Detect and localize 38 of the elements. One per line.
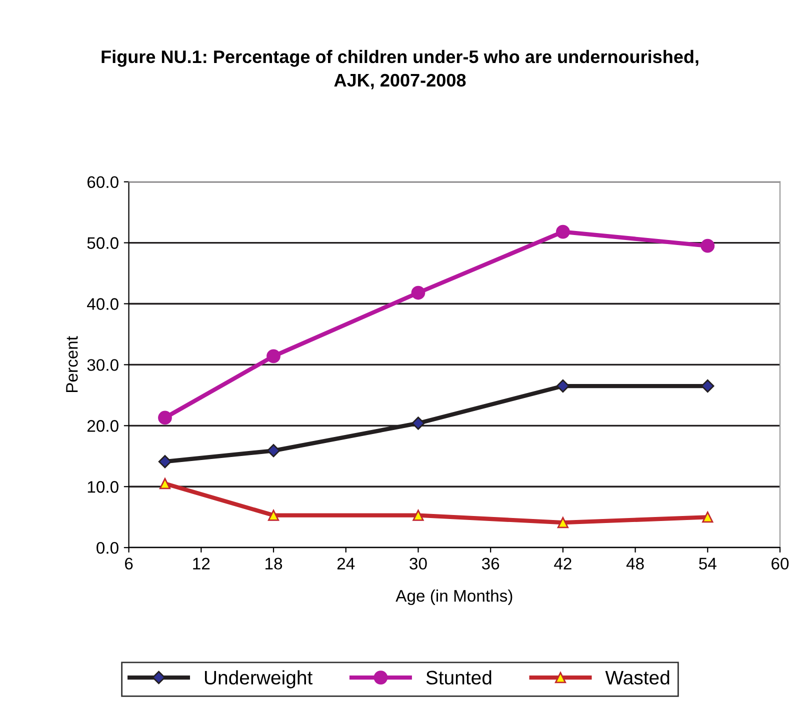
x-axis-title: Age (in Months) — [396, 590, 512, 606]
x-tick-label: 36 — [482, 558, 500, 570]
y-tick-label: 0.0 — [96, 542, 118, 554]
x-tick-label: 30 — [410, 558, 427, 570]
point — [158, 455, 172, 468]
x-tick-label: 54 — [699, 558, 716, 570]
x-tick-label: 6 — [125, 558, 133, 570]
legend-label: Underweight — [204, 670, 313, 688]
point — [556, 379, 570, 393]
point — [268, 510, 280, 521]
y-tick-label: 40.0 — [87, 298, 118, 310]
y-tick-label: 10.0 — [88, 481, 118, 493]
point — [159, 478, 171, 490]
x-tick-label: 12 — [193, 558, 210, 570]
point — [702, 512, 714, 523]
x-tick-label: 48 — [626, 558, 644, 570]
point — [701, 379, 714, 393]
point — [556, 224, 570, 239]
y-tick-label: 30.0 — [87, 359, 118, 371]
x-tick-label: 18 — [266, 558, 282, 570]
point — [158, 410, 172, 425]
x-tick-label: 42 — [554, 558, 572, 570]
x-tick-label: 60 — [772, 558, 789, 570]
legend-label: Wasted — [605, 670, 670, 685]
y-tick-label: 50.0 — [87, 237, 118, 249]
point — [266, 444, 280, 458]
point — [412, 416, 425, 430]
x-tick-label: 24 — [337, 558, 355, 570]
y-tick-label: 20.0 — [87, 420, 118, 432]
point — [557, 517, 568, 528]
point — [411, 286, 426, 300]
y-tick-label: 60.0 — [87, 176, 118, 188]
legend-label: Stunted — [426, 670, 492, 685]
point — [266, 349, 280, 364]
point — [700, 238, 715, 253]
chart-title: Figure NU.1: Percentage of children under-5 who are undernourished, AJK, 2007-2008 — [102, 50, 698, 90]
y-axis-title: Percent — [66, 336, 78, 392]
point — [412, 510, 424, 521]
